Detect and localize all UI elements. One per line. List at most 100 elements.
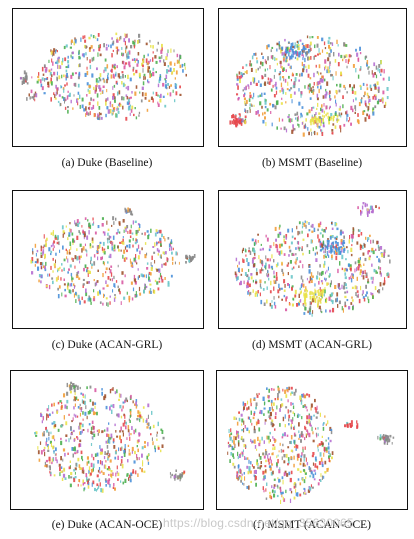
embedding-point: [113, 64, 116, 69]
embedding-point: [256, 268, 258, 272]
embedding-point: [82, 411, 84, 415]
embedding-point: [336, 83, 338, 87]
embedding-point: [110, 272, 113, 277]
embedding-point: [312, 118, 315, 123]
embedding-point: [270, 265, 273, 269]
embedding-point: [127, 85, 130, 91]
embedding-point: [100, 470, 103, 473]
embedding-point: [250, 276, 253, 280]
embedding-point: [318, 88, 320, 94]
embedding-point: [83, 400, 86, 405]
embedding-point: [370, 292, 372, 295]
embedding-point: [265, 262, 267, 266]
embedding-point: [316, 97, 319, 101]
embedding-point: [166, 53, 168, 57]
embedding-point: [289, 55, 292, 60]
embedding-point: [93, 221, 95, 225]
embedding-point: [314, 456, 317, 461]
embedding-point: [307, 489, 310, 493]
embedding-point: [296, 225, 298, 230]
embedding-point: [311, 275, 314, 278]
embedding-point: [372, 96, 374, 100]
embedding-point: [264, 68, 266, 72]
embedding-point: [325, 447, 328, 451]
embedding-point: [387, 439, 390, 443]
embedding-point: [329, 95, 331, 98]
embedding-point: [130, 224, 132, 229]
embedding-point: [129, 420, 131, 423]
embedding-point: [252, 258, 254, 262]
embedding-point: [283, 253, 286, 256]
embedding-point: [261, 75, 263, 78]
embedding-point: [311, 114, 313, 117]
embedding-point: [288, 114, 290, 118]
embedding-point: [121, 463, 124, 469]
embedding-point: [51, 458, 53, 463]
embedding-point: [275, 81, 277, 85]
embedding-point: [155, 267, 157, 271]
embedding-point: [159, 98, 162, 103]
embedding-point: [123, 38, 126, 43]
embedding-point: [60, 85, 62, 89]
embedding-point: [312, 431, 314, 435]
embedding-point: [125, 257, 128, 260]
embedding-point: [273, 486, 276, 489]
embedding-point: [267, 454, 269, 459]
embedding-point: [236, 75, 239, 79]
embedding-point: [270, 399, 273, 404]
embedding-point: [75, 462, 77, 467]
embedding-point: [125, 116, 128, 121]
embedding-point: [174, 261, 176, 265]
embedding-point: [129, 96, 132, 99]
embedding-point: [301, 452, 303, 456]
embedding-point: [119, 241, 121, 244]
embedding-point: [298, 422, 300, 427]
embedding-point: [357, 57, 360, 62]
embedding-point: [285, 69, 287, 73]
embedding-point: [292, 42, 294, 47]
embedding-point: [280, 250, 283, 255]
embedding-point: [105, 267, 108, 271]
embedding-point: [90, 260, 92, 265]
embedding-point: [297, 246, 300, 250]
embedding-point: [112, 93, 115, 97]
embedding-point: [322, 123, 325, 127]
embedding-point: [292, 72, 294, 76]
embedding-point: [302, 50, 304, 53]
embedding-point: [285, 56, 288, 59]
embedding-point: [99, 445, 101, 449]
embedding-point: [273, 286, 275, 291]
embedding-point: [276, 405, 278, 410]
embedding-point: [366, 113, 369, 117]
embedding-point: [312, 86, 314, 89]
embedding-point: [126, 291, 128, 295]
embedding-point: [243, 444, 246, 448]
embedding-point: [77, 270, 80, 274]
embedding-point: [329, 70, 331, 73]
embedding-point: [70, 272, 73, 277]
embedding-point: [96, 483, 99, 487]
embedding-point: [318, 52, 321, 55]
embedding-point: [180, 475, 182, 480]
embedding-point: [249, 398, 252, 403]
embedding-point: [316, 107, 318, 110]
embedding-point: [51, 277, 54, 280]
embedding-point: [89, 385, 92, 389]
embedding-point: [259, 279, 262, 284]
embedding-point: [109, 103, 111, 108]
embedding-point: [93, 426, 95, 430]
embedding-point: [140, 99, 143, 103]
embedding-point: [126, 101, 129, 105]
embedding-point: [114, 487, 116, 491]
embedding-point: [106, 106, 109, 110]
embedding-point: [57, 401, 60, 405]
embedding-point: [267, 410, 270, 414]
embedding-point: [238, 476, 241, 480]
embedding-point: [130, 108, 133, 113]
embedding-point: [132, 66, 135, 70]
embedding-point: [368, 255, 371, 258]
embedding-point: [67, 55, 69, 59]
embedding-point: [97, 113, 99, 116]
embedding-point: [241, 473, 243, 476]
embedding-point: [287, 399, 289, 403]
